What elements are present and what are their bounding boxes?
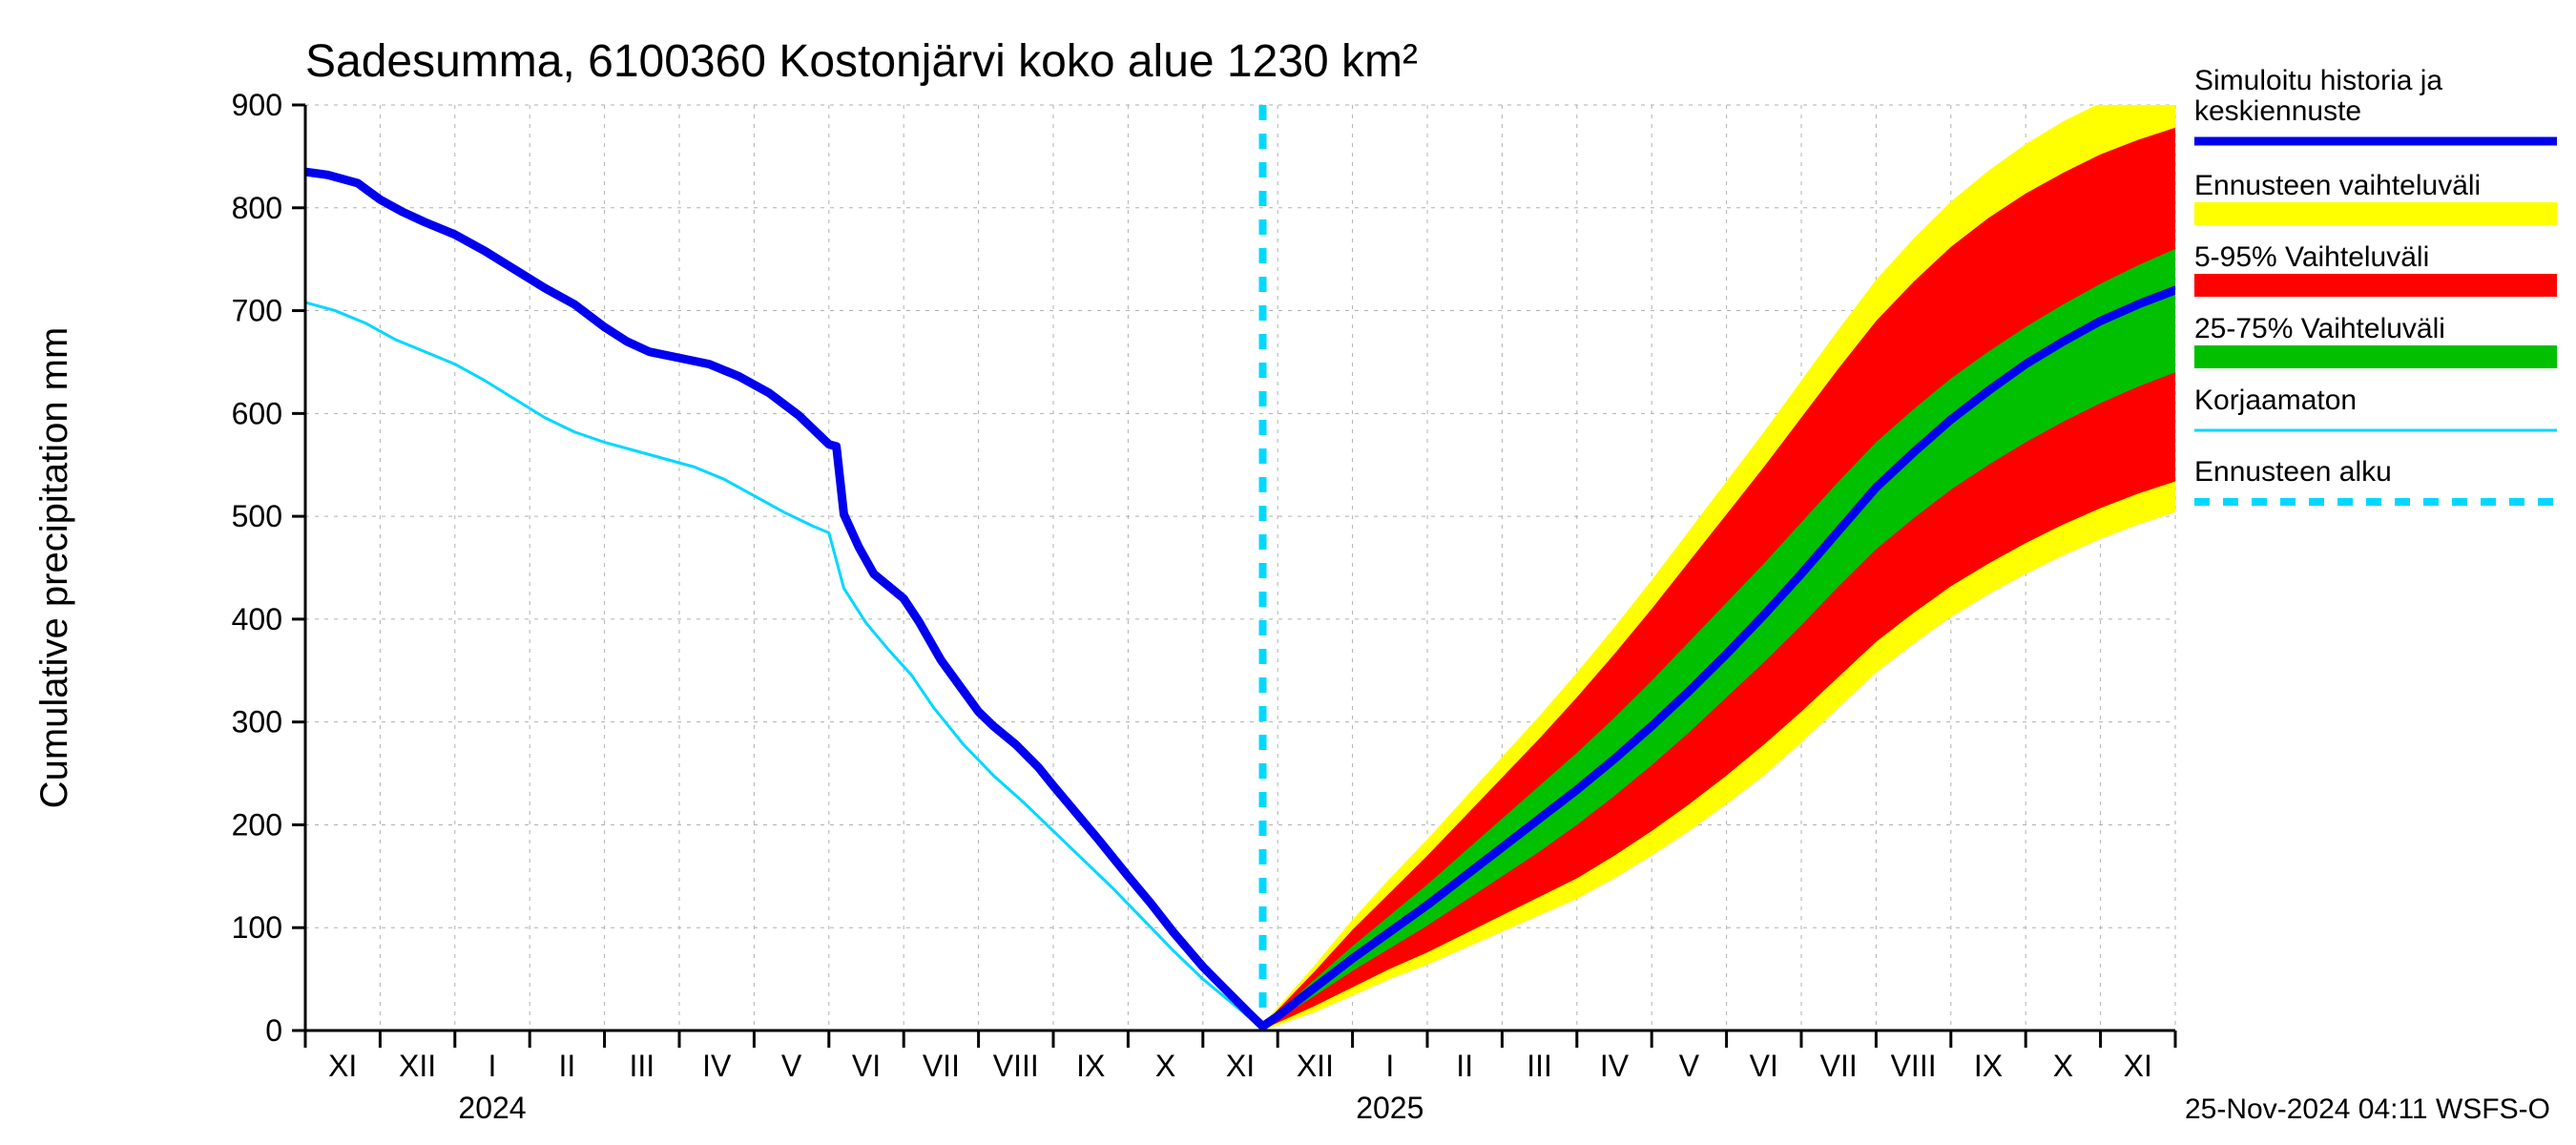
x-month-label: III <box>1527 1049 1552 1083</box>
legend-label: 5-95% Vaihteluväli <box>2194 241 2429 273</box>
y-tick-label: 100 <box>232 910 282 945</box>
x-month-label: X <box>1155 1049 1175 1083</box>
x-month-label: IX <box>1974 1049 2003 1083</box>
x-month-label: XI <box>2124 1049 2152 1083</box>
x-year-label: 2025 <box>1356 1091 1423 1125</box>
y-tick-label: 300 <box>232 705 282 739</box>
legend-swatch <box>2194 202 2557 225</box>
x-month-label: VII <box>923 1049 960 1083</box>
x-month-label: XII <box>1297 1049 1334 1083</box>
x-month-label: VI <box>852 1049 881 1083</box>
legend-label: 25-75% Vaihteluväli <box>2194 313 2445 344</box>
legend-label: Korjaamaton <box>2194 385 2357 416</box>
x-month-label: II <box>1456 1049 1473 1083</box>
legend-swatch <box>2194 345 2557 368</box>
x-month-label: IV <box>1600 1049 1630 1083</box>
x-month-label: III <box>629 1049 654 1083</box>
x-month-label: VI <box>1750 1049 1778 1083</box>
legend-label: Ennusteen vaihteluväli <box>2194 170 2481 201</box>
y-tick-label: 400 <box>232 602 282 636</box>
x-month-label: VIII <box>993 1049 1039 1083</box>
y-tick-label: 700 <box>232 294 282 328</box>
x-month-label: XII <box>399 1049 436 1083</box>
x-month-label: I <box>488 1049 497 1083</box>
chart-container: 0100200300400500600700800900XIXIIIIIIIII… <box>0 0 2576 1145</box>
y-tick-label: 800 <box>232 191 282 225</box>
y-tick-label: 500 <box>232 499 282 533</box>
x-month-label: X <box>2053 1049 2073 1083</box>
y-tick-label: 200 <box>232 807 282 842</box>
legend-label: Simuloitu historia ja <box>2194 65 2442 96</box>
legend-swatch <box>2194 274 2557 297</box>
x-month-label: V <box>781 1049 802 1083</box>
x-month-label: I <box>1385 1049 1394 1083</box>
x-year-label: 2024 <box>458 1091 526 1125</box>
x-month-label: VII <box>1820 1049 1858 1083</box>
footer-timestamp: 25-Nov-2024 04:11 WSFS-O <box>2185 1093 2550 1125</box>
y-tick-label: 0 <box>265 1013 282 1048</box>
x-month-label: IV <box>702 1049 732 1083</box>
x-month-label: V <box>1679 1049 1700 1083</box>
x-month-label: II <box>559 1049 576 1083</box>
x-month-label: XI <box>328 1049 357 1083</box>
chart-svg: 0100200300400500600700800900XIXIIIIIIIII… <box>0 0 2576 1145</box>
y-tick-label: 900 <box>232 88 282 122</box>
y-axis-label: Cumulative precipitation mm <box>33 327 75 809</box>
x-month-label: VIII <box>1891 1049 1937 1083</box>
legend-label: Ennusteen alku <box>2194 456 2392 488</box>
legend-label: keskiennuste <box>2194 95 2361 127</box>
chart-title: Sadesumma, 6100360 Kostonjärvi koko alue… <box>305 36 1418 87</box>
x-month-label: XI <box>1226 1049 1255 1083</box>
y-tick-label: 600 <box>232 396 282 430</box>
x-month-label: IX <box>1076 1049 1105 1083</box>
